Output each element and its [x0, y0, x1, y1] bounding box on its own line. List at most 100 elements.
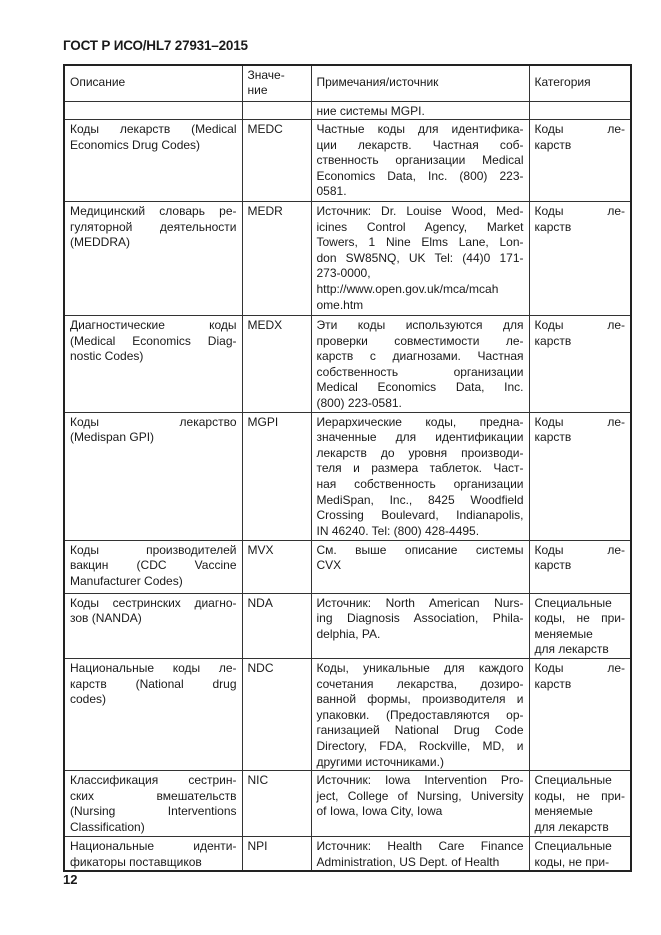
cell-text-line: ing Diagnosis Association, Phila-: [316, 611, 524, 626]
table-header-row: Описание Значе-ние Примечания/источник Кате…: [63, 64, 632, 102]
table-row: Классификация сестрин-ских вмешательств(…: [63, 770, 632, 838]
cell-text-line: Economics Data, Inc. (800) 223-: [316, 168, 524, 183]
cell-description: Медицинский словарь ре-гуляторной деятел…: [63, 201, 243, 317]
table-row: Диагностические коды (Medical Economics D…: [63, 315, 632, 413]
cell-text-line: карств (National drug: [70, 676, 237, 691]
header-text: Категория: [534, 75, 591, 90]
page-number: 12: [63, 872, 78, 887]
cell-text-line: Специальные: [534, 773, 612, 788]
cell-text-line: для лекарств: [534, 819, 609, 834]
cell-text-line: гуляторной деятельности: [70, 219, 237, 234]
cell-text-line: 273-0000,: [316, 266, 371, 281]
cell-text-line: NPI: [247, 839, 268, 854]
cell-text-line: MEDX: [247, 318, 283, 333]
cell-text-line: Коды ле-: [534, 542, 626, 557]
cell-text-line: Источник: Dr. Louise Wood, Med-: [316, 204, 524, 219]
cell-text-line: MGPI: [247, 414, 279, 429]
cell-value: MEDR: [241, 201, 312, 317]
cell-text-line: Источник: Health Care Finance: [316, 839, 524, 854]
cell-text-line: (800) 223-0581.: [316, 396, 402, 411]
cell-value: MGPI: [241, 411, 312, 541]
cell-category: Специальные коды, не при-меняемые для лека…: [528, 592, 632, 660]
cell-notes-source: Эти коды используются для проверки совмес…: [310, 315, 530, 413]
cell-text-line: Коды ле-: [534, 414, 626, 429]
cell-description: Коды лекарств (Medical Economics Drug Cod…: [63, 119, 243, 203]
cell-text-line: (Medical Economics Diag-: [70, 333, 237, 348]
cell-notes-source: Источник: North American Nurs-ing Diagno…: [310, 592, 530, 660]
cell-text-line: MEDC: [247, 122, 283, 137]
cell-description: Диагностические коды (Medical Economics D…: [63, 315, 243, 413]
cell-text-line: Manufacturer Codes): [70, 573, 183, 588]
cell-text-line: значенные для идентификации: [316, 430, 524, 445]
header-text: Примечания/источник: [316, 75, 439, 90]
cell-text-line: icines Control Agency, Market: [316, 219, 524, 234]
cell-value: NPI: [241, 836, 312, 872]
table-row: Коды сестринских диагно-зов (NANDA) NDA Ис…: [63, 592, 632, 660]
cell-text-line: карств: [534, 676, 572, 691]
cell-text-line: коды, не при-: [534, 611, 626, 626]
cell-description: Коды лекарство (Medispan GPI): [63, 411, 243, 541]
cell-text-line: карств: [534, 219, 572, 234]
cell-text-line: (MEDDRA): [70, 235, 130, 250]
cell-text-line: nostic Codes): [70, 349, 144, 364]
cell-value: MEDX: [241, 315, 312, 413]
cell-text-line: коды, не при-: [534, 854, 610, 869]
cell-text-line: Коды производителей: [70, 542, 237, 557]
cell-text-line: Коды ле-: [534, 661, 626, 676]
cell-text-line: Towers, 1 Nine Elms Lane, Lon-: [316, 235, 524, 250]
cell-text-line: Иерархические коды, предна-: [316, 414, 524, 429]
cell-text-line: Classification): [70, 819, 145, 834]
cell-category: Коды ле-карств: [528, 658, 632, 772]
cell-text-line: Коды ле-: [534, 122, 626, 137]
code-systems-table: Описание Значе-ние Примечания/источник Кате…: [63, 64, 632, 873]
cell-notes-source: Источник: Health Care Finance Administrat…: [310, 836, 530, 872]
cell-text-line: собственность организации: [316, 364, 524, 379]
cell-notes-source: Иерархические коды, предна-значенные для…: [310, 411, 530, 541]
cell-text-line: карств: [534, 333, 572, 348]
cell-text-line: ции лекарств. Частная соб-: [316, 137, 524, 152]
cell-text-line: карств с диагнозами. Частная: [316, 349, 524, 364]
cell-text-line: (Medispan GPI): [70, 430, 155, 445]
cell-text-line: карств: [534, 137, 572, 152]
header-text: ние: [247, 83, 268, 98]
cell-text-line: Crossing Boulevard, Indianapolis,: [316, 508, 524, 523]
cell-text-line: MediSpan, Inc., 8425 Woodfield: [316, 492, 524, 507]
cell-description: Национальные иденти-фикаторы поставщиков: [63, 836, 243, 872]
table-row: ние системы MGPI.: [63, 100, 632, 121]
cell-text-line: don SW85NQ, UK Tel: (44)0 171-: [316, 250, 524, 265]
cell-text-line: ная собственность организации: [316, 477, 524, 492]
cell-text-line: Коды ле-: [534, 204, 626, 219]
cell-text-line: NIC: [247, 773, 269, 788]
cell-description: Классификация сестрин-ских вмешательств(…: [63, 770, 243, 838]
cell-text-line: Национальные коды ле-: [70, 661, 237, 676]
cell-value: NDC: [241, 658, 312, 772]
column-header-description: Описание: [63, 64, 243, 102]
cell-text-line: меняемые: [534, 804, 593, 819]
cell-description: Коды сестринских диагно-зов (NANDA): [63, 592, 243, 660]
cell-category: Коды ле-карств: [528, 411, 632, 541]
table-row: Национальные коды ле-карств (National dr…: [63, 658, 632, 772]
cell-text-line: ских вмешательств: [70, 788, 237, 803]
column-header-value: Значе-ние: [241, 64, 312, 102]
cell-text-line: delphia, PA.: [316, 626, 381, 641]
cell-category: Коды ле-карств: [528, 201, 632, 317]
cell-text-line: Источник: North American Nurs-: [316, 595, 524, 610]
cell-text-line: коды, не при-: [534, 788, 626, 803]
cell-text-line: зов (NANDA): [70, 611, 142, 626]
cell-text-line: теля и размера таблеток. Част-: [316, 461, 524, 476]
cell-text-line: Классификация сестрин-: [70, 773, 237, 788]
cell-text-line: Медицинский словарь ре-: [70, 204, 237, 219]
cell-text-line: Национальные иденти-: [70, 839, 237, 854]
cell-description: [63, 100, 243, 121]
cell-text-line: NDC: [247, 661, 274, 676]
cell-category: Коды ле-карств: [528, 315, 632, 413]
cell-value: [241, 100, 312, 121]
cell-notes-source: См. выше описание системы CVX: [310, 539, 530, 594]
table-row: Национальные иденти-фикаторы поставщиков…: [63, 836, 632, 872]
cell-text-line: Directory, FDA, Rockville, MD, и: [316, 739, 524, 753]
cell-text-line: 0581.: [316, 184, 347, 199]
cell-category: [528, 100, 632, 121]
cell-text-line: лекарств до уровня производи-: [316, 445, 524, 460]
cell-text-line: Частные коды для идентифика-: [316, 122, 524, 137]
cell-text-line: codes): [70, 692, 107, 707]
